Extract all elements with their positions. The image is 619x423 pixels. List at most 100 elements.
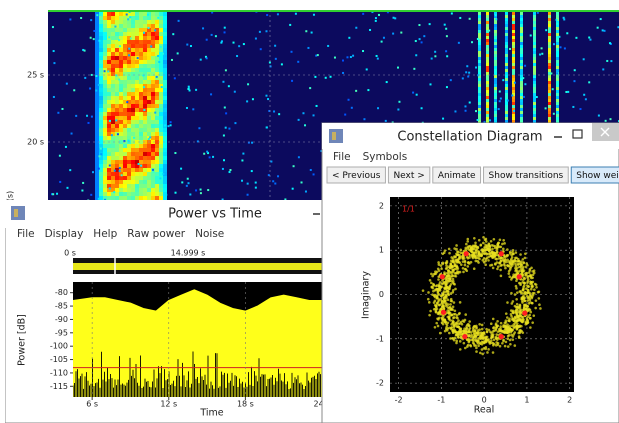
sample-cloud (503, 242, 506, 245)
sample-cloud (515, 279, 518, 282)
spectrogram-cell (131, 112, 135, 116)
spectrogram-cell (494, 36, 497, 39)
sample-cloud (454, 309, 457, 312)
spectrogram-cell (494, 78, 497, 81)
spectrogram-cell (111, 124, 115, 128)
spectrogram-noise (251, 170, 253, 172)
spectrogram-cell (159, 100, 163, 104)
spectrogram-cell (163, 40, 167, 44)
spectrogram-cell (123, 76, 127, 80)
spectrogram-cell (151, 12, 155, 16)
sample-cloud (448, 309, 451, 312)
spectrogram-cell (520, 99, 523, 102)
spectrogram-noise (119, 45, 121, 47)
sample-cloud (523, 305, 526, 308)
spectrogram-noise (589, 39, 591, 41)
button-label[interactable]: Show weights (576, 171, 619, 181)
spectrogram-noise (499, 100, 501, 102)
x-tick-label: -2 (395, 396, 403, 405)
spectrogram-cell (155, 152, 159, 156)
spectrogram-cell (512, 63, 515, 66)
menu-item[interactable]: Symbols (363, 151, 408, 163)
sample-cloud (483, 333, 486, 336)
spectrogram-cell (486, 39, 489, 42)
menu-item[interactable]: Help (93, 228, 117, 240)
spectrogram-noise (537, 12, 539, 14)
spectrogram-cell (119, 152, 123, 156)
spectrogram-noise (92, 171, 94, 173)
sample-cloud (515, 325, 518, 328)
menu-item[interactable]: Raw power (127, 228, 186, 240)
spectrogram-noise (342, 72, 344, 74)
button-label[interactable]: < Previous (332, 171, 381, 181)
spectrogram-noise (100, 148, 102, 150)
sample-cloud (467, 328, 470, 331)
sample-cloud (493, 338, 496, 341)
spectrogram-cell (512, 54, 515, 57)
spectrogram-noise (114, 26, 116, 28)
spectrogram-cell (478, 108, 481, 111)
menu-item[interactable]: File (333, 151, 351, 163)
spectrogram-cell (99, 132, 103, 136)
spectrogram-cell (151, 108, 155, 112)
spectrogram-noise (446, 55, 448, 57)
spectrogram-noise (541, 53, 543, 55)
menu-item[interactable]: Noise (195, 228, 224, 240)
spectrogram-noise (500, 98, 502, 100)
spectrogram-cell (95, 48, 99, 52)
menu-item[interactable]: Display (45, 228, 84, 240)
spectrogram-cell (505, 87, 508, 90)
spectrogram-cell (127, 44, 131, 48)
spectrogram-cell (131, 16, 135, 20)
spectrogram-noise (99, 150, 101, 152)
spectrogram-cell (486, 66, 489, 69)
spectrogram-cell (505, 111, 508, 114)
sample-cloud (506, 323, 509, 326)
spectrogram-cell (95, 60, 99, 64)
spectrogram-cell (103, 60, 107, 64)
spectrogram-cell (486, 69, 489, 72)
spectrogram-cell (119, 52, 123, 56)
sample-cloud (466, 324, 469, 327)
spectrogram-cell (478, 18, 481, 21)
spectrogram-cell (123, 56, 127, 60)
spectrogram-noise (400, 32, 402, 34)
spectrogram-cell (131, 164, 135, 168)
sample-cloud (514, 263, 517, 266)
spectrogram-noise (511, 95, 513, 97)
spectrogram-cell (494, 114, 497, 117)
menu-item[interactable]: File (17, 228, 35, 240)
spectrogram-cell (548, 18, 551, 21)
button-label[interactable]: Animate (438, 171, 476, 181)
spectrogram-cell (486, 54, 489, 57)
sample-cloud (491, 264, 494, 267)
spectrogram-noise (117, 133, 119, 135)
spectrogram-cell (533, 36, 536, 39)
spectrogram-cell (103, 12, 107, 16)
spectrogram-cell (533, 48, 536, 51)
spectrogram-cell (115, 100, 119, 104)
button-label[interactable]: Next > (393, 171, 424, 181)
spectrogram-cell (505, 117, 508, 120)
button-label[interactable]: Show transitions (489, 171, 564, 181)
sample-cloud (450, 292, 453, 295)
spectrogram-cell (103, 52, 107, 56)
sample-cloud (509, 251, 512, 254)
spectrogram-cell (533, 90, 536, 93)
spectrogram-cell (103, 80, 107, 84)
sample-cloud (475, 257, 478, 260)
spectrogram-cell (520, 45, 523, 48)
y-tick-label: -1 (376, 334, 384, 343)
spectrogram-cell (139, 76, 143, 80)
spectrogram-cell (123, 144, 127, 148)
spectrogram-noise (268, 174, 270, 176)
spectrogram-cell (131, 168, 135, 172)
spectrogram-noise (130, 37, 132, 39)
sample-cloud (445, 267, 448, 270)
spectrogram-noise (200, 192, 202, 194)
spectrogram-cell (131, 124, 135, 128)
spectrogram-cell (119, 176, 123, 180)
sample-cloud (429, 310, 432, 313)
spectrogram-cell (548, 87, 551, 90)
spectrogram-cell (512, 57, 515, 60)
